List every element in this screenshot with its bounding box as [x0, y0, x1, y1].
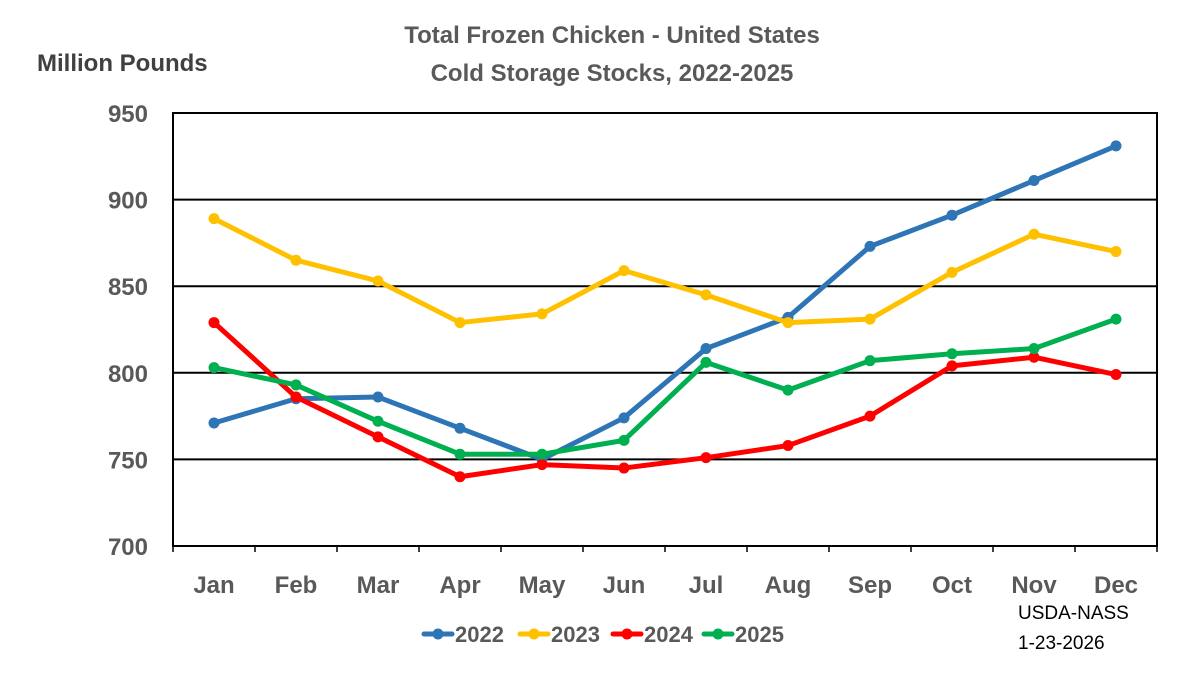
- data-point: [1110, 246, 1122, 258]
- data-point: [1110, 369, 1122, 381]
- data-point: [782, 384, 794, 396]
- data-point: [454, 317, 466, 329]
- series-2024: [208, 317, 1122, 483]
- data-point: [864, 410, 876, 422]
- data-point: [1028, 228, 1040, 240]
- data-point: [1028, 343, 1040, 355]
- data-point: [1028, 175, 1040, 187]
- data-point: [864, 355, 876, 367]
- data-point: [536, 308, 548, 320]
- data-point: [454, 422, 466, 434]
- legend-item-2022: 2022: [421, 622, 504, 647]
- data-point: [618, 412, 630, 424]
- legend-label: 2023: [551, 622, 600, 647]
- legend-marker: [432, 628, 444, 640]
- data-point: [782, 317, 794, 329]
- data-point: [372, 415, 384, 427]
- data-point: [1110, 313, 1122, 325]
- data-point: [208, 317, 220, 329]
- data-point: [454, 448, 466, 460]
- legend-item-2025: 2025: [701, 622, 784, 647]
- data-point: [290, 391, 302, 403]
- y-tick-labels: 700 750 800 850 900 950: [108, 101, 148, 561]
- data-point: [536, 459, 548, 471]
- data-point: [1110, 140, 1122, 152]
- data-point: [700, 452, 712, 464]
- x-tick-label: Sep: [848, 572, 892, 599]
- data-point: [864, 240, 876, 252]
- data-point: [372, 275, 384, 287]
- chart-subtitle: Cold Storage Stocks, 2022-2025: [430, 60, 794, 87]
- x-tick-label: May: [519, 572, 566, 599]
- data-point: [946, 360, 958, 372]
- series-line: [211, 216, 1119, 326]
- data-point: [946, 266, 958, 278]
- x-tick-label: Jan: [193, 572, 234, 599]
- data-point: [946, 209, 958, 221]
- legend-label: 2024: [644, 622, 694, 647]
- y-tick-label: 950: [108, 101, 148, 128]
- y-tick-label: 750: [108, 447, 148, 474]
- x-tick-label: Feb: [275, 572, 318, 599]
- legend-marker: [528, 628, 540, 640]
- x-tick-label: Aug: [765, 572, 812, 599]
- gridlines: [173, 198, 1157, 461]
- data-point: [700, 343, 712, 355]
- data-point: [290, 379, 302, 391]
- legend-marker: [621, 628, 633, 640]
- data-point: [618, 434, 630, 446]
- data-point: [454, 471, 466, 483]
- x-tick-label: Apr: [439, 572, 480, 599]
- data-point: [946, 348, 958, 360]
- x-tick-label: Jul: [689, 572, 724, 599]
- data-point: [208, 362, 220, 374]
- plot-area-border: [172, 112, 1158, 547]
- y-tick-label: 850: [108, 274, 148, 301]
- data-point: [290, 254, 302, 266]
- data-point: [1028, 351, 1040, 363]
- y-tick-label: 700: [108, 534, 148, 561]
- series-2025: [208, 313, 1122, 460]
- x-tick-labels: Jan Feb Mar Apr May Jun Jul Aug Sep Oct Nov Dec: [172, 546, 1158, 599]
- y-axis-label: Million Pounds: [37, 50, 208, 77]
- data-point: [618, 265, 630, 277]
- legend-label: 2022: [455, 622, 504, 647]
- x-tick-label: Mar: [357, 572, 400, 599]
- series-line: [211, 143, 1119, 462]
- legend: 2022 2023 2024 2025: [421, 622, 784, 647]
- data-point: [208, 417, 220, 429]
- data-point: [372, 431, 384, 443]
- data-point: [782, 440, 794, 452]
- series-2023: [208, 213, 1122, 329]
- data-point: [208, 213, 220, 225]
- series-lines: [208, 140, 1122, 483]
- series-line: [211, 316, 1119, 457]
- data-point: [372, 391, 384, 403]
- legend-marker: [712, 628, 724, 640]
- series-2022: [208, 140, 1122, 465]
- data-point: [700, 289, 712, 301]
- series-line: [211, 320, 1119, 480]
- x-tick-label: Nov: [1011, 572, 1057, 599]
- source-date: 1-23-2026: [1018, 633, 1105, 654]
- y-tick-label: 900: [108, 188, 148, 215]
- x-tick-label: Oct: [932, 572, 972, 599]
- data-point: [700, 356, 712, 368]
- legend-label: 2025: [735, 622, 784, 647]
- legend-item-2024: 2024: [610, 622, 694, 647]
- x-tick-label: Dec: [1094, 572, 1138, 599]
- source-note: USDA-NASS: [1018, 603, 1129, 624]
- chart-title: Total Frozen Chicken - United States: [404, 22, 820, 49]
- legend-item-2023: 2023: [517, 622, 600, 647]
- data-point: [536, 448, 548, 460]
- y-tick-label: 800: [108, 361, 148, 388]
- data-point: [618, 462, 630, 474]
- data-point: [864, 313, 876, 325]
- x-tick-label: Jun: [603, 572, 646, 599]
